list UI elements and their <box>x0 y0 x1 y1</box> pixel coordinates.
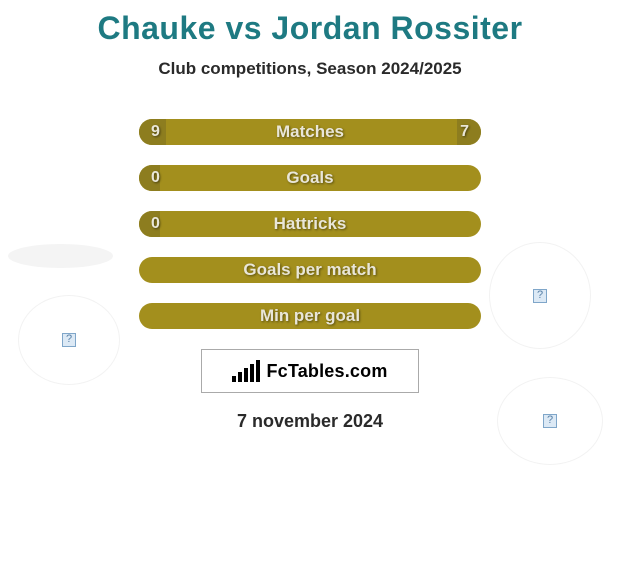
stat-row: 0 Goals <box>139 165 481 191</box>
stat-value-left: 0 <box>151 169 160 187</box>
stat-value-right: 7 <box>460 123 469 141</box>
stat-label: Goals per match <box>243 260 376 280</box>
image-placeholder-icon <box>533 289 547 303</box>
avatar-right-top <box>490 243 590 348</box>
avatar-left <box>19 296 119 384</box>
stat-label: Hattricks <box>274 214 347 234</box>
watermark-logo-icon <box>232 360 260 382</box>
stat-value-left: 0 <box>151 215 160 233</box>
stat-label: Goals <box>286 168 333 188</box>
stat-label: Matches <box>276 122 344 142</box>
subtitle: Club competitions, Season 2024/2025 <box>0 59 620 79</box>
page-title: Chauke vs Jordan Rossiter <box>0 0 620 47</box>
stat-row: 9 Matches 7 <box>139 119 481 145</box>
stat-row: 0 Hattricks <box>139 211 481 237</box>
watermark-text: FcTables.com <box>266 361 387 382</box>
stats-area: 9 Matches 7 0 Goals 0 Hattricks Goals per match… <box>0 119 620 432</box>
stat-rows: 9 Matches 7 0 Goals 0 Hattricks Goals per match… <box>139 119 481 329</box>
decorative-ellipse <box>8 244 113 268</box>
stat-row: Min per goal <box>139 303 481 329</box>
stat-row: Goals per match <box>139 257 481 283</box>
image-placeholder-icon <box>543 414 557 428</box>
avatar-right-bottom <box>498 378 602 464</box>
image-placeholder-icon <box>62 333 76 347</box>
stat-label: Min per goal <box>260 306 360 326</box>
stat-value-left: 9 <box>151 123 160 141</box>
watermark: FcTables.com <box>201 349 419 393</box>
